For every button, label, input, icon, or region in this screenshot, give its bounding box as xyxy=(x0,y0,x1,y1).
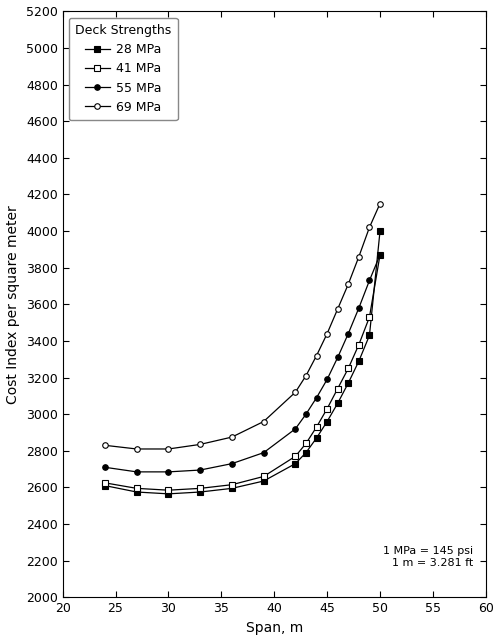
69 MPa xyxy=(303,372,309,379)
28 MPa xyxy=(134,488,140,496)
69 MPa xyxy=(366,224,372,231)
41 MPa xyxy=(292,453,298,460)
28 MPa xyxy=(292,460,298,467)
41 MPa xyxy=(324,405,330,413)
69 MPa xyxy=(334,305,340,313)
41 MPa xyxy=(197,485,203,492)
28 MPa xyxy=(314,434,320,442)
69 MPa xyxy=(134,445,140,453)
41 MPa xyxy=(166,487,172,494)
41 MPa xyxy=(356,341,362,349)
Text: 1 MPa = 145 psi
1 m = 3.281 ft: 1 MPa = 145 psi 1 m = 3.281 ft xyxy=(383,546,473,568)
69 MPa xyxy=(292,388,298,396)
55 MPa xyxy=(303,410,309,418)
41 MPa xyxy=(334,385,340,392)
55 MPa xyxy=(102,463,108,471)
55 MPa xyxy=(292,425,298,433)
69 MPa xyxy=(166,445,172,453)
55 MPa xyxy=(366,277,372,285)
69 MPa xyxy=(346,280,352,288)
28 MPa xyxy=(102,482,108,490)
41 MPa xyxy=(134,485,140,492)
28 MPa xyxy=(303,449,309,456)
55 MPa xyxy=(229,460,235,467)
69 MPa xyxy=(324,329,330,337)
28 MPa xyxy=(166,490,172,497)
41 MPa xyxy=(377,251,383,259)
Legend: 28 MPa, 41 MPa, 55 MPa, 69 MPa: 28 MPa, 41 MPa, 55 MPa, 69 MPa xyxy=(69,17,178,120)
28 MPa xyxy=(229,485,235,492)
55 MPa xyxy=(314,394,320,401)
55 MPa xyxy=(260,449,266,456)
28 MPa xyxy=(324,418,330,426)
41 MPa xyxy=(366,313,372,321)
Y-axis label: Cost Index per square meter: Cost Index per square meter xyxy=(6,205,20,404)
69 MPa xyxy=(356,253,362,260)
55 MPa xyxy=(166,468,172,476)
55 MPa xyxy=(356,304,362,312)
Line: 55 MPa: 55 MPa xyxy=(102,252,383,474)
69 MPa xyxy=(314,352,320,360)
69 MPa xyxy=(229,433,235,441)
Line: 41 MPa: 41 MPa xyxy=(102,252,383,493)
41 MPa xyxy=(260,472,266,480)
69 MPa xyxy=(377,200,383,208)
28 MPa xyxy=(197,488,203,496)
28 MPa xyxy=(346,379,352,387)
X-axis label: Span, m: Span, m xyxy=(246,620,303,635)
41 MPa xyxy=(229,481,235,488)
41 MPa xyxy=(346,365,352,372)
69 MPa xyxy=(102,442,108,449)
55 MPa xyxy=(346,329,352,337)
Line: 69 MPa: 69 MPa xyxy=(102,201,383,452)
55 MPa xyxy=(334,354,340,362)
69 MPa xyxy=(197,440,203,448)
28 MPa xyxy=(334,399,340,407)
28 MPa xyxy=(260,477,266,485)
Line: 28 MPa: 28 MPa xyxy=(102,228,383,497)
41 MPa xyxy=(314,423,320,431)
69 MPa xyxy=(260,418,266,426)
55 MPa xyxy=(377,251,383,259)
55 MPa xyxy=(134,468,140,476)
28 MPa xyxy=(356,357,362,365)
28 MPa xyxy=(366,331,372,339)
41 MPa xyxy=(303,440,309,447)
28 MPa xyxy=(377,227,383,235)
55 MPa xyxy=(324,376,330,383)
41 MPa xyxy=(102,479,108,487)
55 MPa xyxy=(197,466,203,474)
